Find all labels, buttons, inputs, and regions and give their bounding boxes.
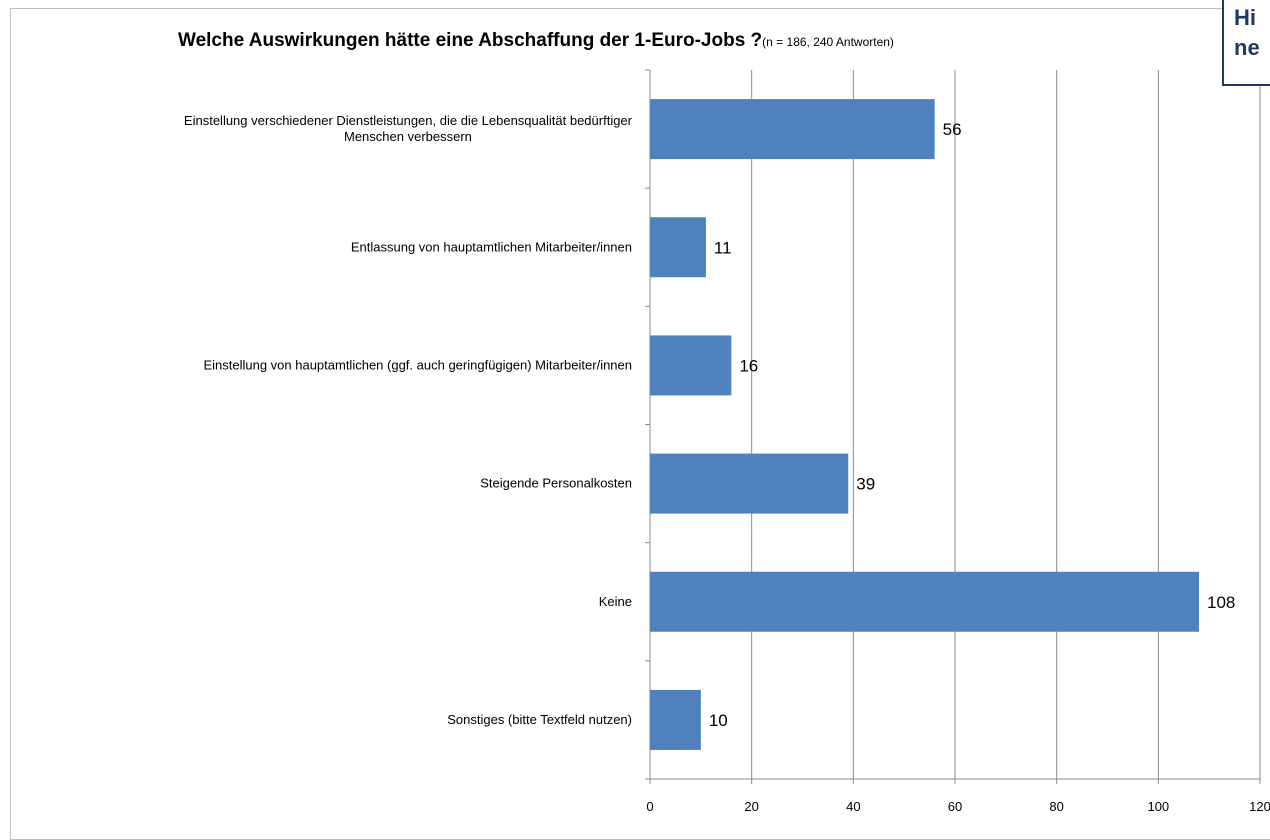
category-label: Steigende Personalkosten: [480, 476, 632, 491]
x-tick-label: 40: [846, 799, 860, 814]
x-tick-label: 0: [646, 799, 653, 814]
bar: [650, 689, 701, 750]
bar: [650, 99, 935, 160]
chart-title: Welche Auswirkungen hätte eine Abschaffu…: [178, 30, 763, 51]
x-tick-label: 60: [948, 799, 962, 814]
chart-title-row: Welche Auswirkungen hätte eine Abschaffu…: [178, 30, 894, 52]
chart-frame: [10, 8, 1270, 840]
category-label: Entlassung von hauptamtlichen Mitarbeite…: [351, 239, 632, 254]
x-tick-label: 120: [1249, 799, 1270, 814]
category-label: Sonstiges (bitte Textfeld nutzen): [447, 712, 632, 727]
data-label: 11: [714, 238, 732, 257]
bar: [650, 453, 849, 514]
bar: [650, 217, 706, 278]
data-label: 39: [856, 475, 875, 494]
x-tick-label: 100: [1147, 799, 1169, 814]
callout-box: Hi ne: [1222, 0, 1270, 86]
bar: [650, 571, 1199, 632]
category-label: Keine: [599, 594, 632, 609]
data-label: 108: [1207, 593, 1235, 612]
callout-line-1: Hi: [1234, 5, 1256, 30]
callout-line-2: ne: [1234, 35, 1260, 60]
data-label: 56: [943, 120, 962, 139]
category-label: Einstellung von hauptamtlichen (ggf. auc…: [203, 357, 632, 372]
chart-subtitle: (n = 186, 240 Antworten): [762, 35, 894, 49]
bar: [650, 335, 732, 396]
x-tick-label: 80: [1049, 799, 1063, 814]
x-tick-label: 20: [744, 799, 758, 814]
data-label: 16: [739, 356, 758, 375]
data-label: 10: [709, 711, 728, 730]
category-label: Einstellung verschiedener Dienstleistung…: [184, 113, 633, 144]
